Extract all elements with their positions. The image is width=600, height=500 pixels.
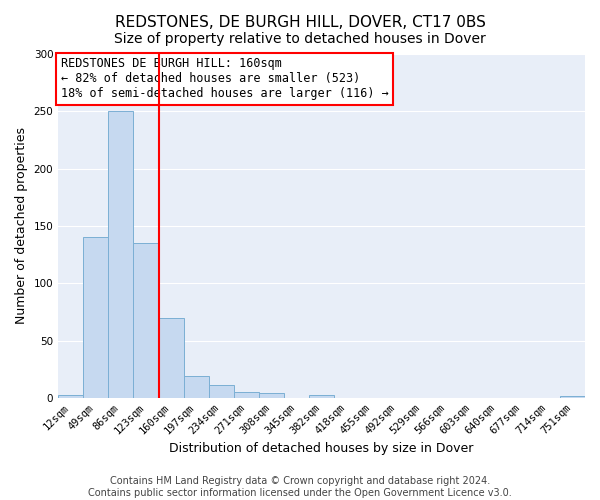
- Text: REDSTONES, DE BURGH HILL, DOVER, CT17 0BS: REDSTONES, DE BURGH HILL, DOVER, CT17 0B…: [115, 15, 485, 30]
- Bar: [83, 238, 109, 398]
- Bar: [158, 318, 184, 398]
- Text: Size of property relative to detached houses in Dover: Size of property relative to detached ho…: [114, 32, 486, 46]
- Bar: [560, 396, 585, 398]
- Bar: [234, 392, 259, 398]
- Bar: [184, 376, 209, 398]
- Bar: [58, 394, 83, 398]
- Bar: [133, 243, 158, 398]
- Text: REDSTONES DE BURGH HILL: 160sqm
← 82% of detached houses are smaller (523)
18% o: REDSTONES DE BURGH HILL: 160sqm ← 82% of…: [61, 58, 389, 100]
- Bar: [209, 386, 234, 398]
- Y-axis label: Number of detached properties: Number of detached properties: [15, 128, 28, 324]
- Bar: [309, 394, 334, 398]
- X-axis label: Distribution of detached houses by size in Dover: Distribution of detached houses by size …: [169, 442, 474, 455]
- Bar: [259, 394, 284, 398]
- Text: Contains HM Land Registry data © Crown copyright and database right 2024.
Contai: Contains HM Land Registry data © Crown c…: [88, 476, 512, 498]
- Bar: [109, 112, 133, 398]
